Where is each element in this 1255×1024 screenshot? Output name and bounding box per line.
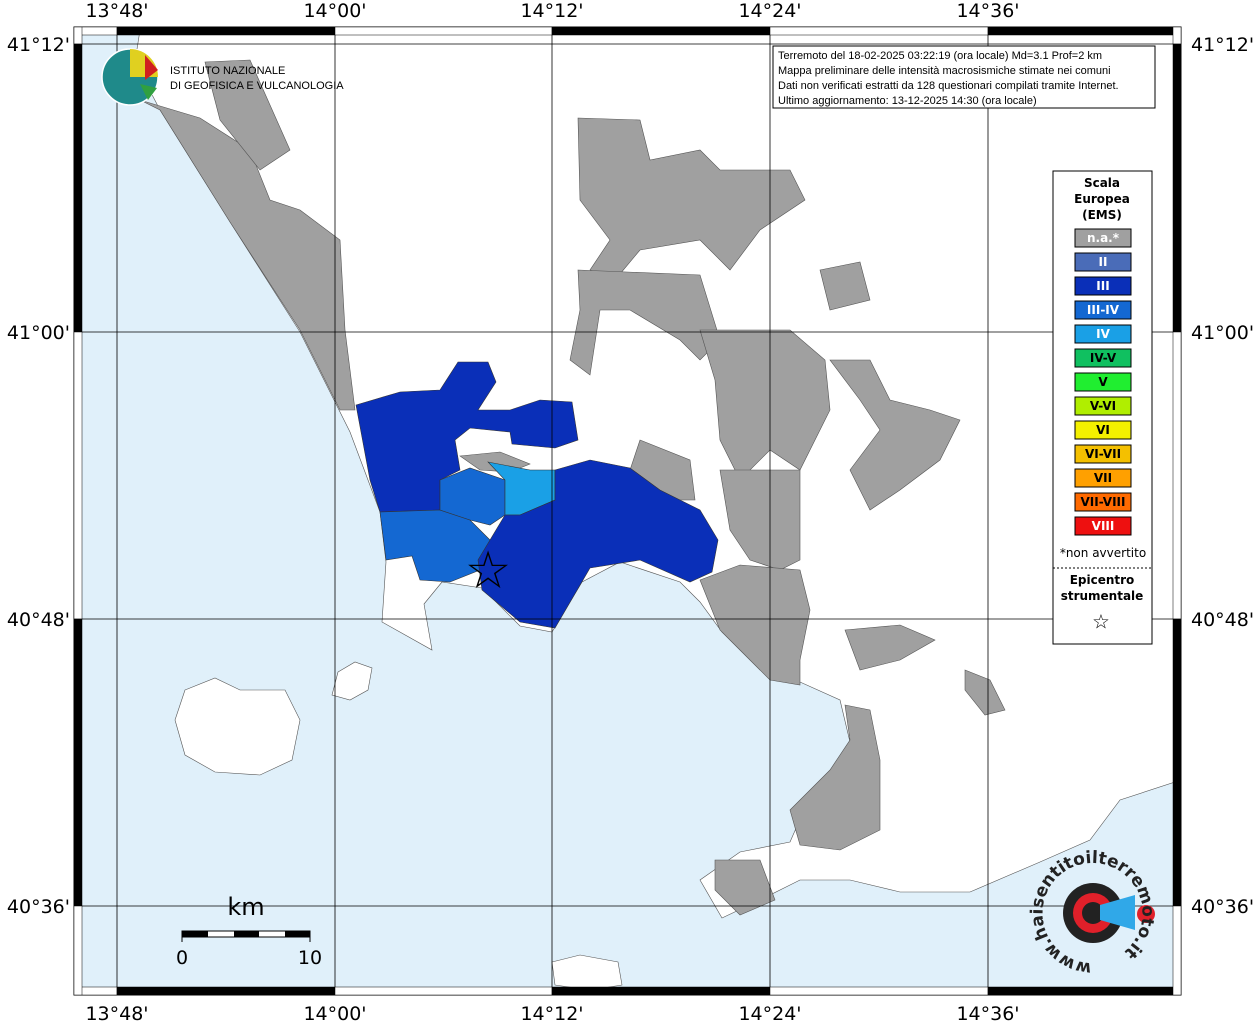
legend-swatch <box>1074 348 1132 368</box>
frame-band <box>73 26 83 45</box>
info-line: Terremoto del 18-02-2025 03:22:19 (ora l… <box>778 50 1102 62</box>
legend-swatch <box>1074 516 1132 536</box>
legend-swatch <box>1074 276 1132 296</box>
legend-swatch <box>1074 372 1132 392</box>
logo-line1: ISTITUTO NAZIONALE <box>170 65 285 77</box>
graticule <box>74 27 1181 995</box>
frame-band <box>334 986 553 996</box>
legend-title: Europea <box>1074 192 1130 206</box>
legend-label: VIII <box>1092 519 1115 533</box>
lon-label: 14°24' <box>738 0 801 22</box>
legend-label: V-VI <box>1090 399 1116 413</box>
epicenter-title: Epicentro <box>1070 573 1135 587</box>
lon-label: 14°00' <box>303 1003 366 1024</box>
frame-band <box>987 26 1182 36</box>
lon-label: 13°48' <box>85 1003 148 1024</box>
info-box: Terremoto del 18-02-2025 03:22:19 (ora l… <box>772 45 1156 109</box>
legend: Scala Europea (EMS) *non avvertito Epice… <box>1052 170 1153 645</box>
scale-bar: km 0 10 <box>176 893 322 969</box>
lat-label: 40°48' <box>7 609 70 631</box>
legend-swatch <box>1074 228 1132 248</box>
lon-label: 14°12' <box>520 0 583 22</box>
legend-label: VI-VII <box>1085 447 1121 461</box>
legend-label: n.a.* <box>1087 231 1120 245</box>
frame-band <box>769 26 989 36</box>
lon-label: 14°24' <box>738 1003 801 1024</box>
frame-band <box>551 26 771 36</box>
frame-band <box>769 986 989 996</box>
lat-label: 40°36' <box>1191 896 1254 918</box>
epicenter-title: strumentale <box>1061 589 1144 603</box>
info-line: Ultimo aggiornamento: 13-12-2025 14:30 (… <box>778 95 1037 107</box>
legend-swatch <box>1074 324 1132 344</box>
legend-label: V <box>1098 375 1108 389</box>
legend-swatch <box>1074 420 1132 440</box>
legend-swatch <box>1074 300 1132 320</box>
frame-band <box>334 26 553 36</box>
municipalities-na <box>139 59 1006 916</box>
frame-band <box>1172 905 1182 996</box>
legend-swatch <box>1074 396 1132 416</box>
epicenter: ☆ <box>465 541 512 601</box>
frame-band <box>987 986 1182 996</box>
legend-swatch <box>1074 468 1132 488</box>
logo-line2: DI GEOFISICA E VULCANOLOGIA <box>170 80 344 92</box>
scale-max: 10 <box>298 947 322 969</box>
frame-band <box>116 986 336 996</box>
legend-label: III <box>1096 279 1109 293</box>
lat-label: 40°36' <box>7 896 70 918</box>
lon-label: 13°48' <box>85 0 148 22</box>
frame-band <box>73 618 83 907</box>
legend-swatch <box>1074 492 1132 512</box>
lon-label: 14°36' <box>956 1003 1019 1024</box>
lat-label: 41°00' <box>1191 322 1254 344</box>
legend-swatch <box>1074 252 1132 272</box>
frame-band <box>1172 43 1182 333</box>
frame-band <box>1172 26 1182 45</box>
legend-label: VII-VIII <box>1080 495 1125 509</box>
frame <box>73 26 1182 996</box>
watermark: www.haisentitoilterremoto.it <box>1027 848 1157 978</box>
frame-band <box>73 43 83 333</box>
legend-title: (EMS) <box>1082 208 1122 222</box>
legend-label: III-IV <box>1087 303 1120 317</box>
lat-label: 41°12' <box>7 34 70 56</box>
epicenter-symbol: ☆ <box>1092 610 1110 634</box>
legend-note: *non avvertito <box>1060 546 1146 560</box>
frame-band <box>551 986 771 996</box>
legend-label: IV <box>1096 327 1110 341</box>
frame-band <box>73 905 83 996</box>
lon-label: 14°36' <box>956 0 1019 22</box>
frame-band <box>1172 331 1182 620</box>
info-line: Mappa preliminare delle intensità macros… <box>778 65 1111 77</box>
lon-label: 14°00' <box>303 0 366 22</box>
lat-label: 41°00' <box>7 322 70 344</box>
legend-label: VI <box>1096 423 1110 437</box>
lon-label: 14°12' <box>520 1003 583 1024</box>
legend-label: VII <box>1094 471 1112 485</box>
frame-band <box>1172 618 1182 907</box>
lat-label: 41°12' <box>1191 34 1254 56</box>
scale-unit: km <box>227 893 264 921</box>
legend-title: Scala <box>1084 176 1120 190</box>
lat-label: 40°48' <box>1191 609 1254 631</box>
ingv-logo: ISTITUTO NAZIONALE DI GEOFISICA E VULCAN… <box>101 48 344 106</box>
frame-band <box>73 331 83 620</box>
legend-swatch <box>1074 444 1132 464</box>
legend-label: IV-V <box>1090 351 1117 365</box>
scale-min: 0 <box>176 947 188 969</box>
info-line: Dati non verificati estratti da 128 ques… <box>778 80 1119 92</box>
legend-label: II <box>1099 255 1108 269</box>
frame-band <box>116 26 336 36</box>
municipalities-felt <box>355 361 719 629</box>
